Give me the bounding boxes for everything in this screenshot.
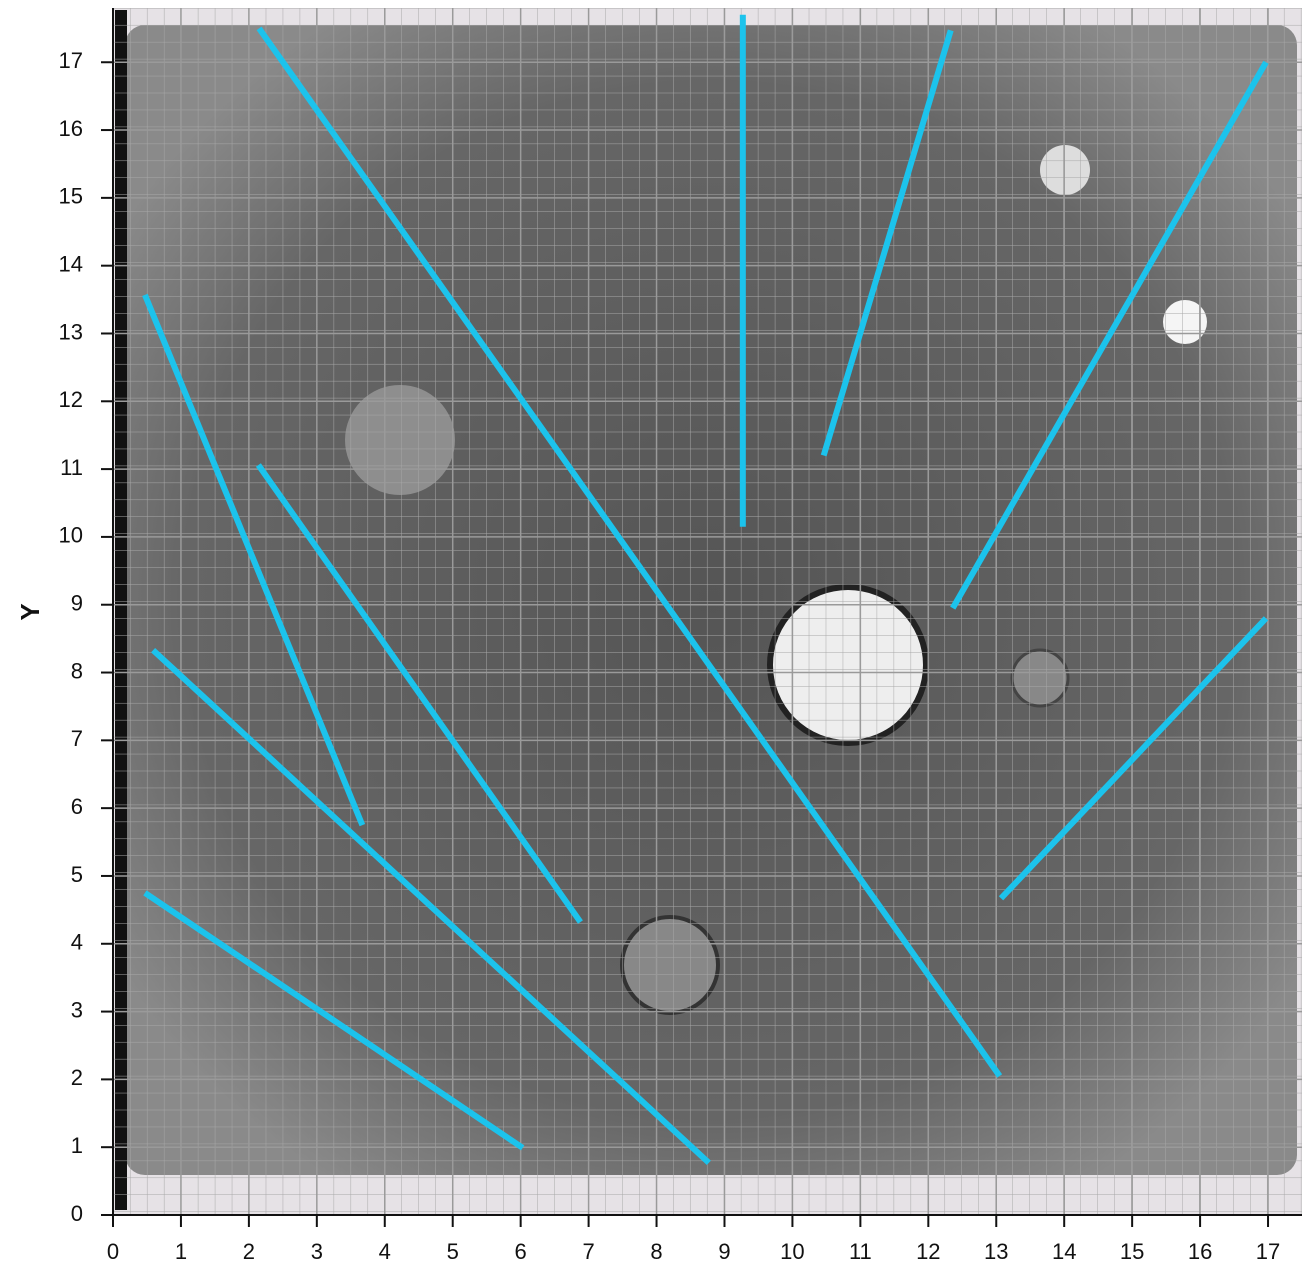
x-tick-label: 14: [1052, 1239, 1076, 1264]
x-tick-label: 8: [650, 1239, 662, 1264]
y-tick-label: 8: [71, 658, 83, 683]
y-tick-label: 14: [59, 251, 83, 276]
scan-image: [113, 8, 1302, 1215]
y-tick-label: 17: [59, 48, 83, 73]
x-tick-label: 16: [1188, 1239, 1212, 1264]
y-tick-label: 2: [71, 1065, 83, 1090]
x-tick-label: 17: [1256, 1239, 1280, 1264]
x-tick-label: 0: [107, 1239, 119, 1264]
x-tick-label: 3: [311, 1239, 323, 1264]
y-tick-label: 10: [59, 523, 83, 548]
x-tick-label: 1: [175, 1239, 187, 1264]
x-tick-label: 2: [243, 1239, 255, 1264]
x-tick-label: 13: [984, 1239, 1008, 1264]
x-tick-label: 7: [582, 1239, 594, 1264]
y-tick-label: 7: [71, 726, 83, 751]
x-tick-label: 12: [916, 1239, 940, 1264]
x-tick-label: 5: [447, 1239, 459, 1264]
y-tick-label: 1: [71, 1133, 83, 1158]
y-tick-label: 9: [71, 591, 83, 616]
y-tick-label: 15: [59, 184, 83, 209]
x-tick-label: 4: [379, 1239, 391, 1264]
x-tick-label: 11: [849, 1239, 872, 1264]
y-tick-label: 12: [59, 387, 83, 412]
y-tick-label: 4: [71, 930, 83, 955]
y-tick-label: 13: [59, 319, 83, 344]
y-tick-label: 5: [71, 862, 83, 887]
chart: Y 01234567891011121314151617012345678910…: [0, 0, 1306, 1271]
y-tick-label: 6: [71, 794, 83, 819]
x-tick-label: 9: [718, 1239, 730, 1264]
y-axis-label: Y: [15, 603, 45, 620]
y-tick-label: 3: [71, 997, 83, 1022]
y-tick-label: 11: [60, 455, 83, 480]
x-tick-label: 10: [780, 1239, 804, 1264]
x-tick-label: 15: [1120, 1239, 1144, 1264]
y-tick-label: 0: [71, 1201, 83, 1226]
x-tick-label: 6: [515, 1239, 527, 1264]
y-tick-label: 16: [59, 116, 83, 141]
